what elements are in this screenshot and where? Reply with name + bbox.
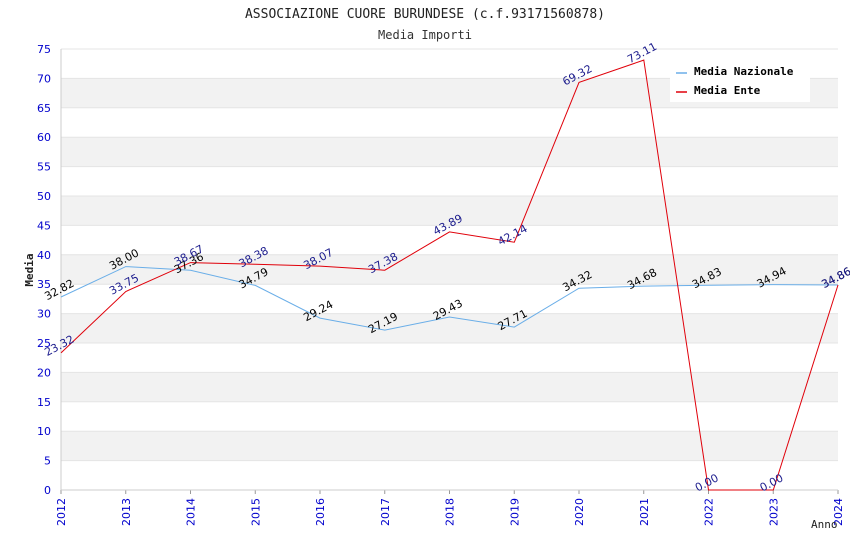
y-tick-label: 20	[37, 366, 51, 379]
y-tick-label: 35	[37, 278, 51, 291]
y-axis-label: Media	[23, 253, 36, 286]
y-tick-labels: 0 5 10 15 20 25 30 35 40 45 50 55 60 65 70 75	[37, 43, 51, 497]
legend-label-ente: Media Ente	[694, 84, 761, 97]
grid-band	[61, 254, 838, 285]
y-tick-label: 75	[37, 43, 51, 56]
legend-box	[670, 60, 810, 102]
x-tick-label: 2014	[185, 498, 198, 526]
chart-title: ASSOCIAZIONE CUORE BURUNDESE (c.f.931715…	[245, 7, 605, 22]
y-tick-label: 30	[37, 308, 51, 321]
data-label-ente: 42.14	[496, 222, 530, 248]
y-tick-label: 15	[37, 396, 51, 409]
x-tick-label: 2015	[249, 498, 262, 526]
x-tick-label: 2024	[832, 498, 845, 526]
x-tick-label: 2012	[55, 498, 68, 526]
grid-band	[61, 372, 838, 402]
x-tick-label: 2022	[703, 498, 716, 526]
y-tick-label: 55	[37, 161, 51, 174]
grid-bands	[61, 78, 838, 461]
series-group	[60, 59, 839, 491]
y-tick-label: 50	[37, 190, 51, 203]
x-tick-label: 2017	[379, 498, 392, 526]
data-label-ente: 0.00	[758, 471, 786, 494]
x-tick-label: 2016	[314, 498, 327, 526]
x-tick-label: 2020	[573, 498, 586, 526]
y-tick-label: 60	[37, 131, 51, 144]
grid-band	[61, 313, 838, 343]
x-tick-label: 2018	[444, 498, 457, 526]
grid-band	[61, 137, 838, 167]
x-tick-label: 2013	[120, 498, 133, 526]
y-tick-label: 0	[44, 484, 51, 497]
chart-subtitle: Media Importi	[378, 28, 472, 42]
y-tick-label: 70	[37, 72, 51, 85]
x-tick-labels: 2012 2013 2014 2015 2016 2017 2018 2019 2020 2021…	[55, 498, 845, 526]
x-tick-label: 2021	[638, 498, 651, 526]
x-tick-label: 2019	[508, 498, 521, 526]
y-tick-label: 25	[37, 337, 51, 350]
x-axis-label: Anno	[811, 518, 838, 531]
y-tick-label: 65	[37, 102, 51, 115]
data-label-ente: 73.11	[625, 40, 659, 66]
grid-band	[61, 196, 838, 226]
grid-band	[61, 431, 838, 461]
series-line-ente	[60, 59, 839, 491]
data-label-ente: 0.00	[693, 471, 721, 494]
series-line-nazionale	[60, 266, 839, 331]
y-tick-label: 40	[37, 249, 51, 262]
legend-label-nazionale: Media Nazionale	[694, 65, 794, 78]
y-tick-label: 10	[37, 425, 51, 438]
x-tick-label: 2023	[767, 498, 780, 526]
legend: Media Nazionale Media Ente	[670, 60, 810, 102]
y-tick-label: 45	[37, 219, 51, 232]
y-tick-label: 5	[44, 455, 51, 468]
